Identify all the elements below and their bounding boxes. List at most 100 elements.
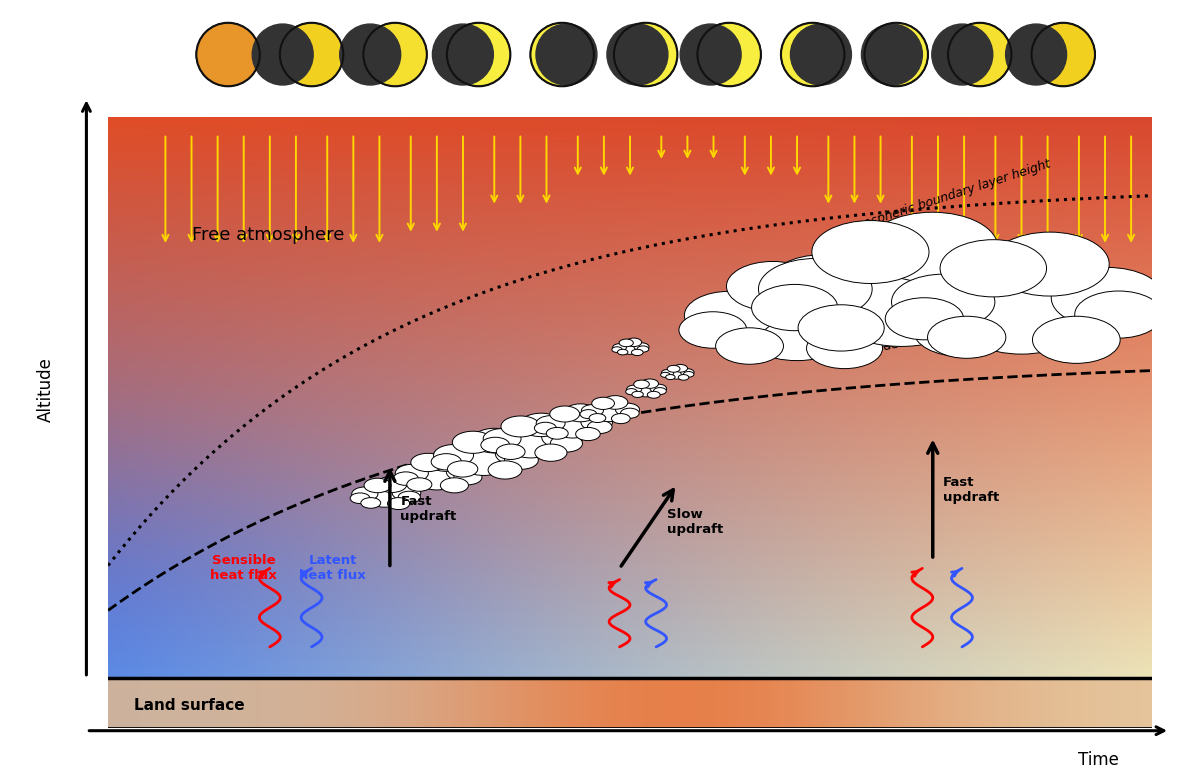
Ellipse shape bbox=[1033, 24, 1093, 85]
Ellipse shape bbox=[197, 23, 259, 86]
Ellipse shape bbox=[407, 478, 432, 492]
Ellipse shape bbox=[1032, 23, 1094, 86]
Ellipse shape bbox=[534, 422, 557, 434]
Ellipse shape bbox=[673, 365, 688, 372]
Ellipse shape bbox=[602, 396, 628, 409]
Ellipse shape bbox=[661, 369, 673, 376]
Ellipse shape bbox=[440, 478, 468, 493]
Ellipse shape bbox=[398, 492, 420, 503]
Ellipse shape bbox=[864, 23, 928, 86]
Ellipse shape bbox=[791, 24, 852, 85]
Ellipse shape bbox=[448, 461, 478, 477]
Ellipse shape bbox=[1051, 267, 1164, 328]
Ellipse shape bbox=[698, 24, 760, 85]
Ellipse shape bbox=[632, 391, 643, 397]
Text: Time: Time bbox=[1078, 750, 1118, 769]
Ellipse shape bbox=[488, 461, 522, 479]
Ellipse shape bbox=[496, 442, 539, 465]
Ellipse shape bbox=[252, 24, 313, 85]
Ellipse shape bbox=[990, 232, 1109, 296]
Ellipse shape bbox=[614, 23, 677, 86]
Ellipse shape bbox=[758, 259, 872, 319]
Ellipse shape bbox=[666, 375, 676, 379]
Ellipse shape bbox=[532, 24, 593, 85]
Ellipse shape bbox=[484, 428, 521, 449]
Text: Altitude: Altitude bbox=[37, 357, 55, 422]
Ellipse shape bbox=[781, 23, 845, 86]
Ellipse shape bbox=[862, 24, 923, 85]
Ellipse shape bbox=[454, 470, 482, 485]
Ellipse shape bbox=[432, 24, 493, 85]
Ellipse shape bbox=[535, 444, 566, 461]
Ellipse shape bbox=[650, 384, 666, 393]
Ellipse shape bbox=[667, 365, 680, 372]
Ellipse shape bbox=[1006, 24, 1067, 85]
Ellipse shape bbox=[427, 451, 464, 471]
Ellipse shape bbox=[740, 299, 854, 361]
Ellipse shape bbox=[932, 24, 992, 85]
Ellipse shape bbox=[680, 24, 742, 85]
Ellipse shape bbox=[928, 316, 1006, 358]
Ellipse shape bbox=[377, 476, 407, 492]
Ellipse shape bbox=[782, 24, 844, 85]
Ellipse shape bbox=[654, 388, 666, 394]
Ellipse shape bbox=[388, 498, 409, 509]
Text: Atmospheric boundary layer height: Atmospheric boundary layer height bbox=[839, 157, 1054, 238]
Ellipse shape bbox=[751, 284, 838, 330]
Ellipse shape bbox=[616, 404, 640, 416]
Ellipse shape bbox=[634, 380, 649, 389]
Ellipse shape bbox=[198, 24, 258, 85]
Ellipse shape bbox=[536, 416, 565, 432]
Ellipse shape bbox=[592, 397, 614, 410]
Ellipse shape bbox=[433, 445, 474, 466]
Ellipse shape bbox=[670, 371, 685, 379]
Ellipse shape bbox=[661, 372, 670, 377]
Ellipse shape bbox=[581, 404, 604, 417]
Text: Land surface: Land surface bbox=[134, 698, 245, 713]
Ellipse shape bbox=[546, 428, 568, 439]
Ellipse shape bbox=[554, 418, 590, 438]
Ellipse shape bbox=[683, 372, 694, 377]
Ellipse shape bbox=[647, 391, 660, 398]
Ellipse shape bbox=[940, 240, 1046, 297]
Ellipse shape bbox=[715, 328, 784, 365]
Ellipse shape bbox=[576, 428, 600, 441]
Ellipse shape bbox=[394, 472, 419, 485]
Ellipse shape bbox=[500, 416, 540, 437]
Ellipse shape bbox=[618, 349, 628, 355]
Ellipse shape bbox=[589, 414, 606, 422]
Ellipse shape bbox=[481, 437, 510, 453]
Text: Sensible
heat flux: Sensible heat flux bbox=[210, 555, 277, 583]
Ellipse shape bbox=[580, 410, 596, 418]
Ellipse shape bbox=[365, 24, 426, 85]
Text: Slow
updraft: Slow updraft bbox=[666, 508, 722, 536]
Ellipse shape bbox=[1032, 316, 1120, 363]
Ellipse shape bbox=[866, 212, 998, 283]
Text: Fast
updraft: Fast updraft bbox=[943, 476, 1000, 504]
Ellipse shape bbox=[497, 444, 526, 460]
Text: Latent
heat flux: Latent heat flux bbox=[299, 555, 366, 583]
Ellipse shape bbox=[637, 346, 649, 352]
Ellipse shape bbox=[504, 451, 539, 469]
Ellipse shape bbox=[448, 24, 509, 85]
Ellipse shape bbox=[551, 435, 582, 452]
Ellipse shape bbox=[506, 432, 554, 458]
Ellipse shape bbox=[595, 407, 623, 421]
Ellipse shape bbox=[949, 24, 1010, 85]
Ellipse shape bbox=[458, 448, 509, 475]
Ellipse shape bbox=[364, 23, 427, 86]
Ellipse shape bbox=[550, 406, 580, 422]
Ellipse shape bbox=[680, 368, 694, 376]
Ellipse shape bbox=[626, 385, 642, 393]
Ellipse shape bbox=[607, 24, 668, 85]
Ellipse shape bbox=[641, 379, 659, 389]
Ellipse shape bbox=[684, 291, 774, 340]
Ellipse shape bbox=[620, 408, 640, 418]
Ellipse shape bbox=[955, 284, 1087, 354]
Ellipse shape bbox=[948, 23, 1012, 86]
Ellipse shape bbox=[340, 24, 401, 85]
Ellipse shape bbox=[960, 277, 1056, 329]
Text: Free atmosphere: Free atmosphere bbox=[192, 226, 344, 245]
Ellipse shape bbox=[281, 24, 342, 85]
Ellipse shape bbox=[446, 23, 510, 86]
